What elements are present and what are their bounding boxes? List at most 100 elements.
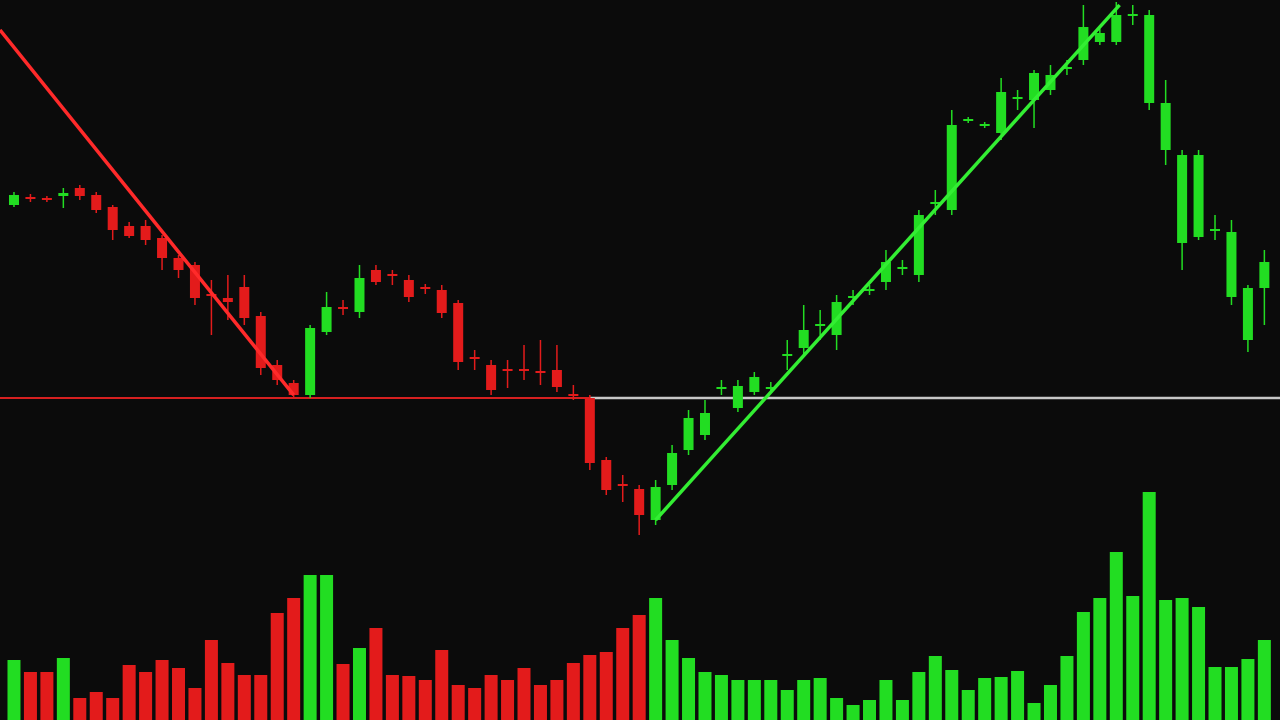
volume-bar	[780, 690, 794, 720]
candle-body	[173, 258, 184, 270]
candle-body	[140, 226, 151, 240]
candle-body	[1111, 15, 1122, 42]
volume-bar	[139, 672, 153, 720]
candle-body	[601, 460, 612, 490]
volume-bar	[155, 660, 169, 720]
candle-body	[288, 383, 299, 395]
candle-body	[502, 369, 513, 371]
candle-body	[996, 92, 1007, 133]
volume-bar	[714, 675, 728, 720]
candle-body	[749, 377, 760, 392]
volume-bar	[830, 698, 844, 720]
candle-body	[1127, 14, 1138, 16]
volume-bar	[1159, 600, 1173, 720]
volume-bar	[188, 688, 202, 720]
volume-bar	[172, 668, 186, 720]
volume-bar	[649, 598, 663, 720]
volume-bar	[435, 650, 449, 720]
candle-body	[1144, 15, 1155, 103]
volume-bar	[994, 677, 1008, 720]
candle-body	[222, 298, 233, 302]
volume-bar	[599, 652, 613, 720]
volume-bar	[303, 575, 317, 720]
candle-body	[634, 489, 645, 515]
candle-body	[584, 398, 595, 463]
candle-body	[8, 195, 19, 205]
candle-body	[321, 307, 332, 332]
candle-body	[864, 289, 875, 291]
volume-bar	[550, 680, 564, 720]
candle-body	[1210, 229, 1221, 231]
volume-bar	[533, 685, 547, 720]
volume-bar	[846, 705, 860, 720]
volume-bar	[682, 658, 696, 720]
volume-bar	[731, 680, 745, 720]
candle-body	[913, 215, 924, 275]
candle-body	[667, 453, 678, 485]
volume-bar	[89, 692, 103, 720]
candle-body	[453, 303, 464, 362]
candle-body	[617, 484, 628, 486]
volume-bar	[385, 675, 399, 720]
volume-bar	[879, 680, 893, 720]
candle-body	[420, 287, 431, 289]
volume-bar	[895, 700, 909, 720]
candle-body	[305, 328, 316, 395]
volume-bar	[1192, 607, 1206, 720]
volume-bar	[7, 660, 21, 720]
volume-bar	[1126, 596, 1140, 720]
volume-bar	[287, 598, 301, 720]
candle-body	[1029, 73, 1040, 100]
volume-bar	[1043, 685, 1057, 720]
candle-body	[880, 262, 891, 282]
volume-bar	[270, 613, 284, 720]
candle-body	[387, 274, 398, 276]
candle-body	[354, 278, 365, 312]
candle-body	[1012, 97, 1023, 99]
volume-bar	[797, 680, 811, 720]
volume-bar	[616, 628, 630, 720]
candle-body	[683, 418, 694, 450]
candle-body	[486, 365, 497, 390]
volume-bar	[583, 655, 597, 720]
candle-body	[239, 287, 250, 318]
candle-body	[798, 330, 809, 348]
volume-bar	[665, 640, 679, 720]
candle-body	[255, 316, 266, 368]
volume-bar	[1076, 612, 1090, 720]
candle-body	[782, 354, 793, 356]
volume-bar	[237, 675, 251, 720]
candle-body	[1226, 232, 1237, 297]
candle-body	[699, 413, 710, 435]
candle-body	[815, 324, 826, 326]
candle-body	[963, 119, 974, 121]
candle-body	[716, 387, 727, 389]
candle-body	[930, 202, 941, 204]
volume-bar	[928, 656, 942, 720]
volume-bar	[961, 690, 975, 720]
candle-body	[1259, 262, 1270, 288]
volume-bar	[1208, 667, 1222, 720]
volume-bar	[73, 698, 87, 720]
volume-bar	[945, 670, 959, 720]
candle-body	[1242, 288, 1253, 340]
volume-bar	[468, 688, 482, 720]
candle-body	[370, 270, 381, 282]
volume-bar	[1257, 640, 1271, 720]
candle-body	[897, 267, 908, 269]
candle-body	[946, 125, 957, 210]
volume-bar	[106, 698, 120, 720]
candle-body	[469, 357, 480, 359]
candle-body	[74, 188, 85, 196]
candle-body	[1061, 67, 1072, 69]
volume-bar	[418, 680, 432, 720]
candle-body	[848, 296, 859, 298]
candle-body	[124, 226, 135, 236]
volume-bar	[336, 664, 350, 720]
volume-bar	[320, 575, 334, 720]
candle-body	[436, 290, 447, 313]
candle-body	[1094, 33, 1105, 42]
candle-body	[650, 487, 661, 520]
trend-line	[0, 28, 296, 397]
